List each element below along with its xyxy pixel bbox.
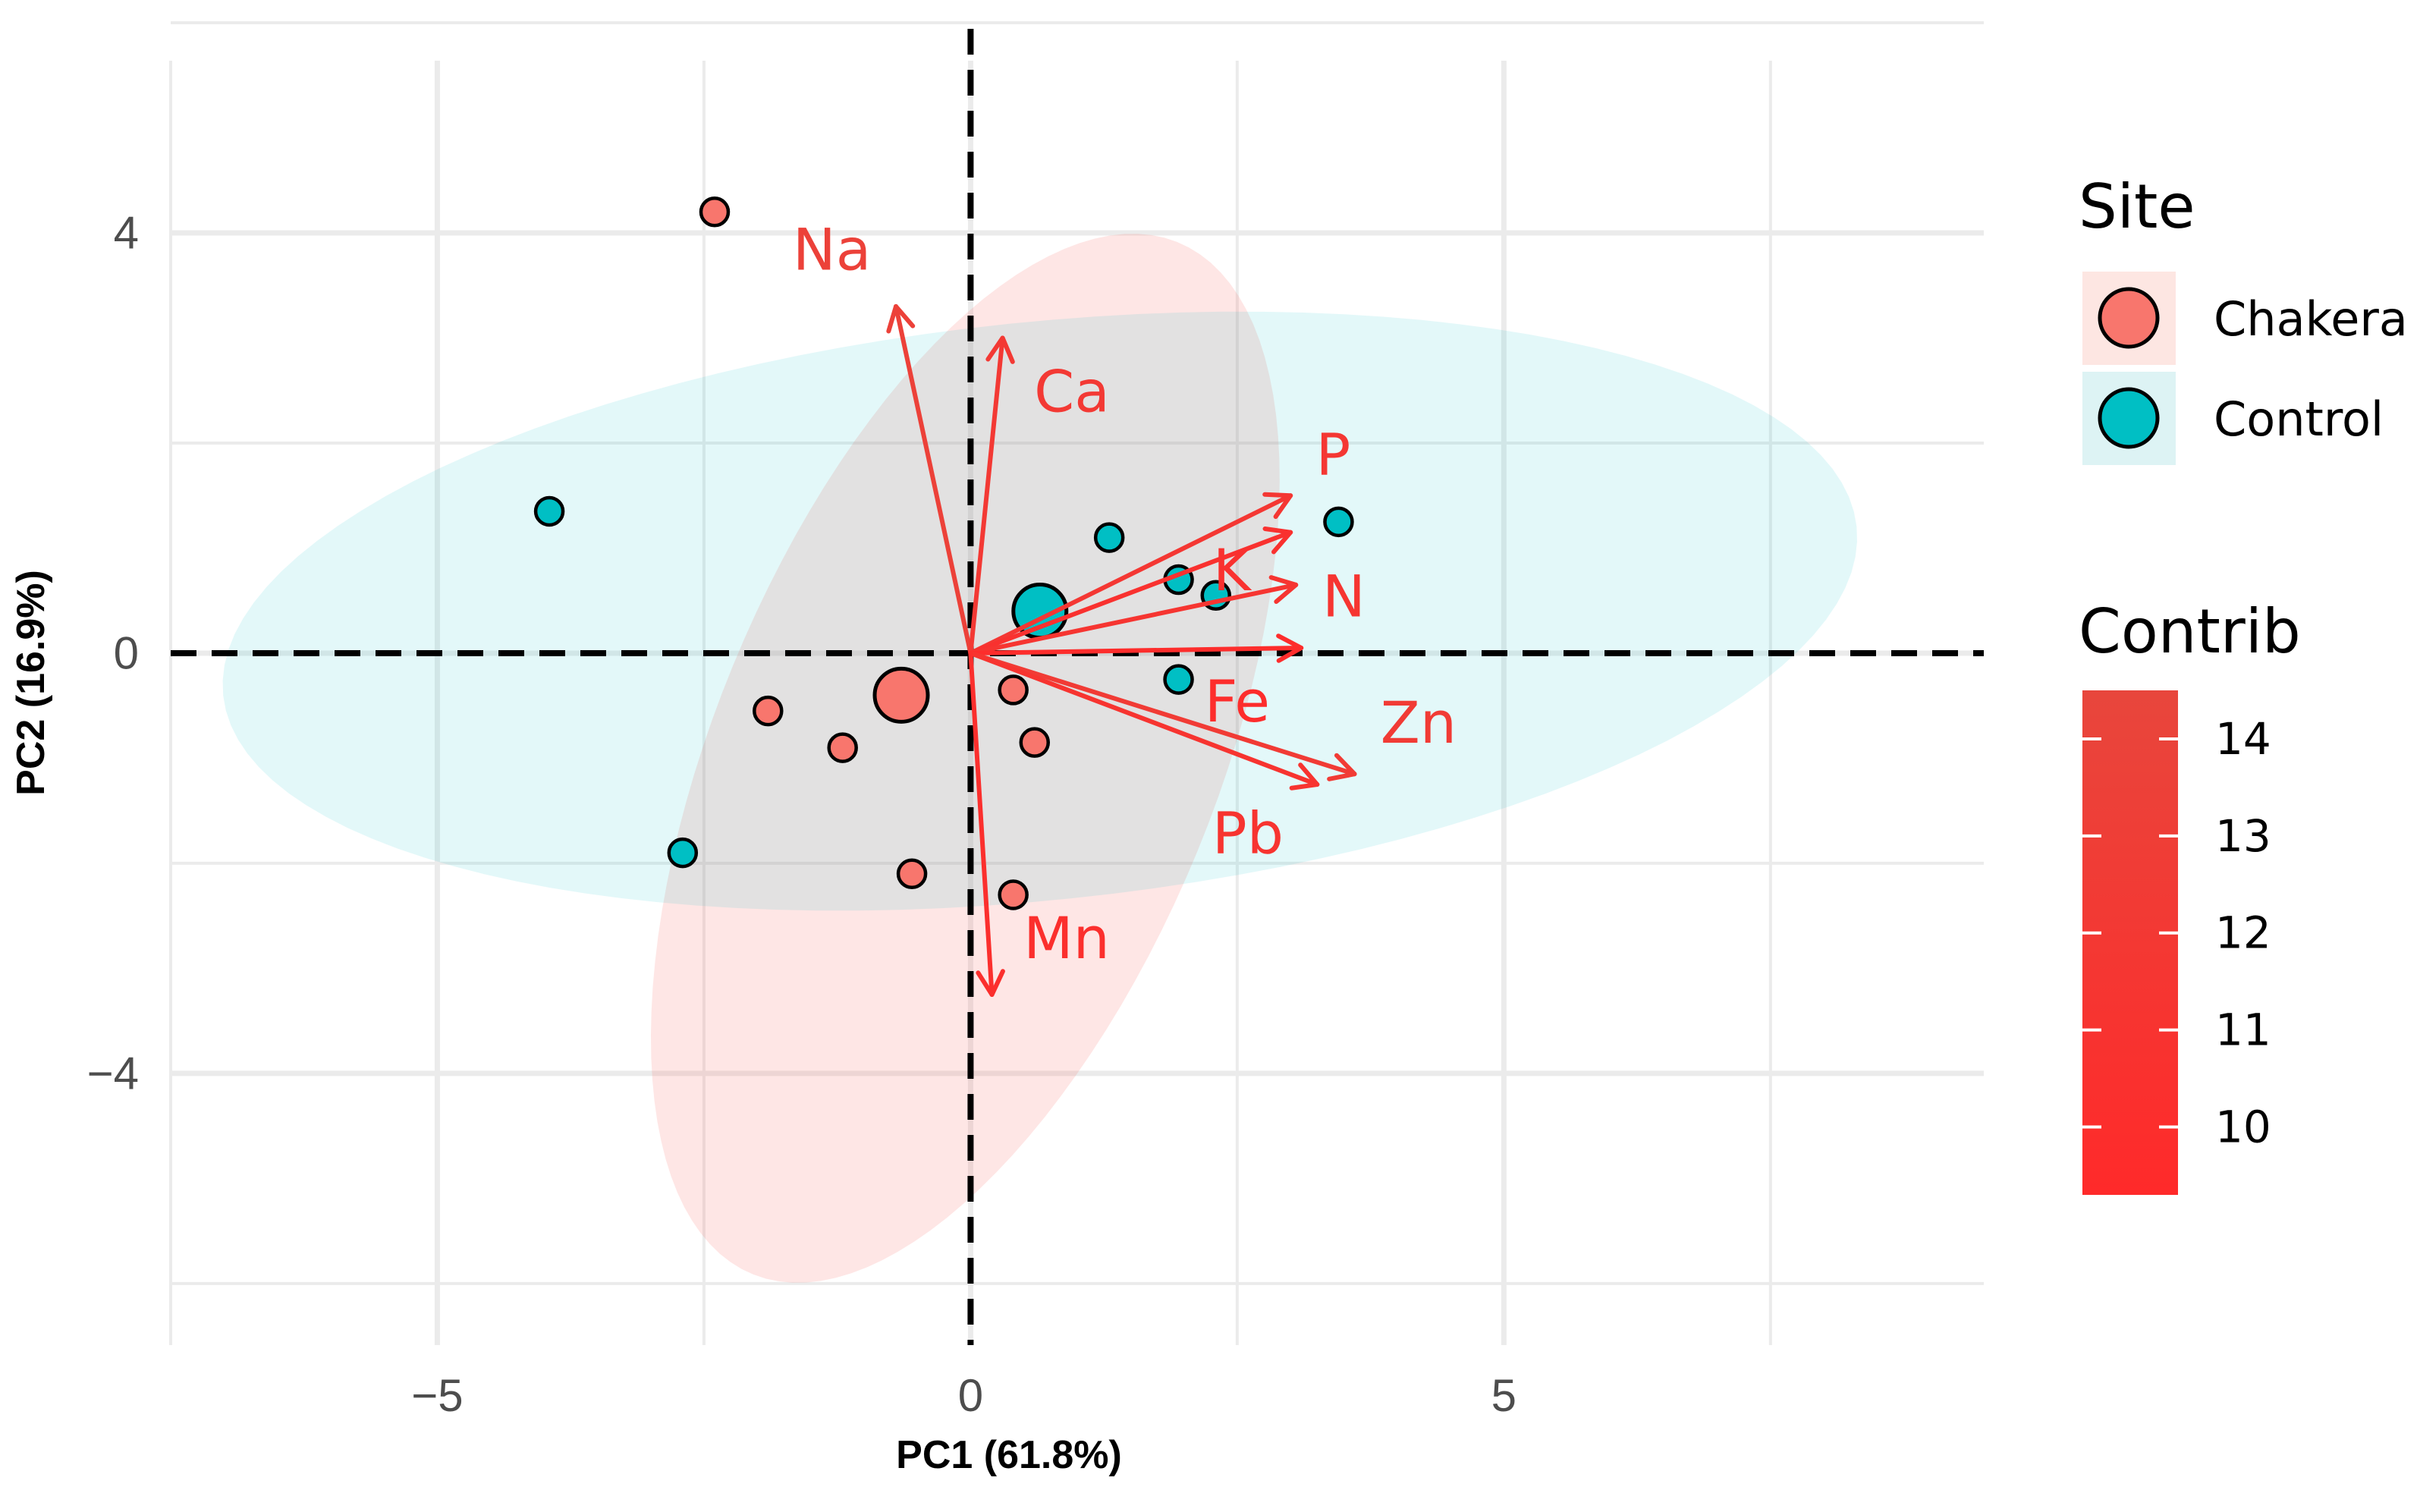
arrow-na [894, 303, 973, 655]
colorbar-tick-label: 13 [2215, 810, 2271, 862]
arrow-mn [968, 650, 995, 998]
colorbar-tick-label: 14 [2215, 713, 2271, 765]
point-control [533, 495, 565, 527]
arrowhead-ca [985, 335, 1015, 364]
legend-key-control [2098, 387, 2160, 449]
legend-key-chakera [2098, 287, 2160, 349]
point-chakera [998, 879, 1029, 910]
arrowhead-mn [976, 969, 1005, 998]
variable-arrows: Na Ca PK N Fe Zn Pb Mn [793, 216, 1457, 998]
contrib-colorbar [2082, 690, 2178, 1195]
point-chakera [753, 695, 784, 727]
arrow-p [968, 493, 1293, 655]
y-tick-label: 0 [114, 627, 139, 678]
ellipse-chakera [651, 234, 1280, 1283]
x-tick-label: 0 [958, 1370, 983, 1421]
variable-label-pb: Pb [1212, 799, 1284, 866]
point-chakera [699, 196, 731, 228]
point-chakera [998, 674, 1029, 706]
variable-label-n: N [1322, 563, 1366, 630]
variable-label-k: K [1213, 536, 1252, 604]
legend-label-chakera: Chakera [2214, 291, 2408, 347]
colorbar-ticks: 10 11 12 13 14 [2082, 713, 2271, 1152]
arrow-zn [968, 650, 1357, 777]
arrow-ca [968, 335, 1005, 655]
axis-ticks: −5 0 5 −4 0 4 [87, 207, 1516, 1421]
colorbar-tick-label: 10 [2215, 1101, 2271, 1152]
y-tick-label: 4 [114, 207, 139, 258]
variable-label-ca: Ca [1034, 358, 1110, 426]
legend-label-control: Control [2214, 391, 2384, 447]
legend-site-title: Site [2079, 171, 2195, 242]
legend-contrib-title: Contrib [2079, 596, 2301, 667]
point-control [1093, 522, 1125, 553]
variable-label-na: Na [793, 216, 871, 284]
arrow-fe [968, 646, 1304, 655]
variable-label-mn: Mn [1023, 904, 1110, 972]
arrow-k [968, 530, 1293, 655]
x-tick-label: −5 [411, 1370, 463, 1421]
arrowhead-zn [1327, 753, 1357, 781]
legend: Site Chakera Control Contrib 10 11 12 13 14 [2079, 171, 2408, 1195]
arrowhead-k [1262, 526, 1293, 555]
variable-label-zn: Zn [1381, 689, 1457, 756]
arrowhead-n [1268, 575, 1299, 605]
variable-label-fe: Fe [1205, 668, 1270, 735]
arrowhead-na [886, 303, 916, 334]
centroid-chakera [872, 666, 930, 724]
colorbar-tick-label: 11 [2215, 1004, 2271, 1056]
arrow-pb [968, 650, 1320, 787]
y-tick-label: −4 [87, 1048, 139, 1099]
point-chakera [896, 858, 928, 890]
variable-label-p: P [1315, 421, 1350, 489]
y-axis-title: PC2 (16.9%) [9, 570, 53, 796]
colorbar-tick-label: 12 [2215, 907, 2271, 959]
point-chakera [827, 732, 858, 763]
arrowhead-fe [1276, 633, 1304, 663]
point-control [1163, 664, 1194, 695]
arrowhead-p [1262, 492, 1293, 520]
arrowhead-pb [1289, 762, 1320, 791]
x-tick-label: 5 [1491, 1370, 1516, 1421]
point-control [667, 837, 699, 869]
point-control [1323, 506, 1354, 538]
arrow-n [968, 582, 1299, 655]
x-axis-title: PC1 (61.8%) [896, 1433, 1122, 1477]
point-chakera [1019, 727, 1051, 758]
